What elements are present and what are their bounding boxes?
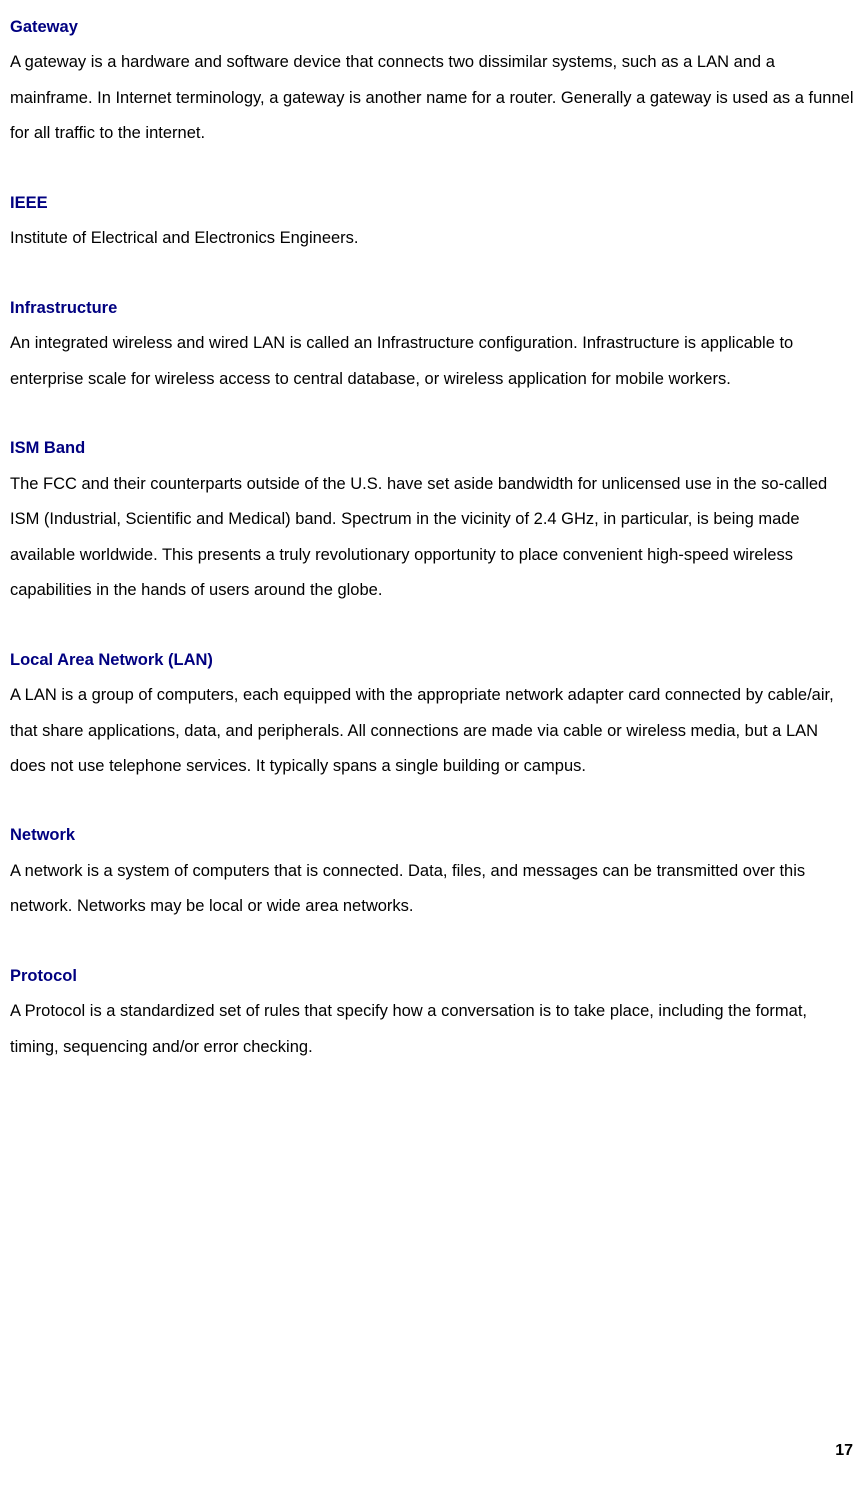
term-definition: The FCC and their counterparts outside o… [10, 467, 855, 609]
glossary-entry: Infrastructure An integrated wireless an… [10, 291, 855, 397]
page-content: Gateway A gateway is a hardware and soft… [0, 0, 865, 1485]
glossary-entry: Gateway A gateway is a hardware and soft… [10, 10, 855, 152]
glossary-entry: Protocol A Protocol is a standardized se… [10, 959, 855, 1065]
glossary-entry: IEEE Institute of Electrical and Electro… [10, 186, 855, 257]
term-heading: Protocol [10, 959, 855, 994]
term-heading: Local Area Network (LAN) [10, 643, 855, 678]
glossary-entry: ISM Band The FCC and their counterparts … [10, 431, 855, 608]
term-heading: Network [10, 818, 855, 853]
term-definition: A Protocol is a standardized set of rule… [10, 994, 855, 1065]
term-definition: A network is a system of computers that … [10, 854, 855, 925]
term-heading: Gateway [10, 10, 855, 45]
term-heading: ISM Band [10, 431, 855, 466]
term-definition: An integrated wireless and wired LAN is … [10, 326, 855, 397]
term-definition: A gateway is a hardware and software dev… [10, 45, 855, 151]
term-definition: A LAN is a group of computers, each equi… [10, 678, 855, 784]
term-heading: Infrastructure [10, 291, 855, 326]
page-number: 17 [835, 1442, 853, 1460]
glossary-entry: Network A network is a system of compute… [10, 818, 855, 924]
term-heading: IEEE [10, 186, 855, 221]
term-definition: Institute of Electrical and Electronics … [10, 221, 855, 256]
glossary-entry: Local Area Network (LAN) A LAN is a grou… [10, 643, 855, 785]
